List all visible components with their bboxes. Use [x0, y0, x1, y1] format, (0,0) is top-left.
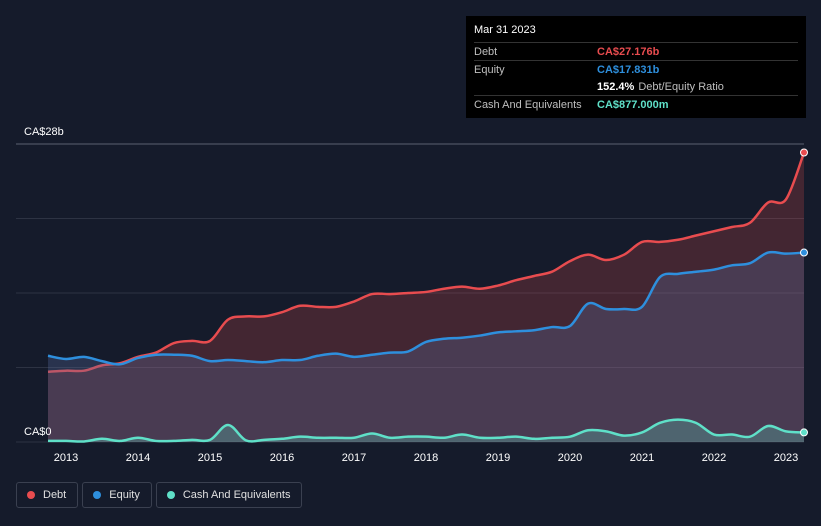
cash-area	[48, 419, 804, 442]
tooltip-panel: Mar 31 2023 Debt CA$27.176b Equity CA$17…	[466, 16, 806, 118]
cash-end-point[interactable]	[800, 428, 808, 437]
x-tick-label: 2021	[630, 452, 654, 464]
equity-line	[47, 250, 805, 366]
tooltip-row-equity: Equity CA$17.831b	[474, 60, 798, 78]
tooltip-ratio-value: 152.4%	[597, 80, 635, 93]
tooltip-equity-value: CA$17.831b	[597, 63, 660, 76]
legend-item-equity[interactable]: Equity	[82, 482, 152, 508]
tooltip-cash-label: Cash And Equivalents	[474, 98, 582, 111]
legend-item-debt[interactable]: Debt	[16, 482, 79, 508]
tooltip-date: Mar 31 2023	[474, 24, 536, 36]
tooltip-cash-value: CA$877.000m	[597, 98, 669, 111]
tooltip-row-cash: Cash And Equivalents CA$877.000m	[474, 95, 798, 113]
x-tick-label: 2016	[270, 452, 294, 464]
equity-area	[48, 252, 804, 442]
x-tick-label: 2018	[414, 452, 438, 464]
debt-area	[48, 152, 804, 442]
tooltip-row-ratio: 152.4% Debt/Equity Ratio	[474, 78, 798, 95]
x-tick-label: 2013	[54, 452, 78, 464]
x-tick-label: 2020	[558, 452, 582, 464]
tooltip-debt-label: Debt	[474, 45, 498, 58]
x-tick-label: 2019	[486, 452, 510, 464]
tooltip-ratio-label: Debt/Equity Ratio	[638, 80, 724, 93]
legend: Debt Equity Cash And Equivalents	[16, 482, 303, 510]
tooltip-equity-label: Equity	[474, 63, 505, 76]
y-tick-label: CA$28b	[24, 126, 64, 138]
legend-cash-dot-icon	[166, 491, 175, 499]
cash-line	[47, 418, 805, 443]
legend-equity-label: Equity	[109, 489, 140, 501]
debt-line	[47, 152, 806, 374]
equity-end-point[interactable]	[800, 248, 808, 257]
axis-labels: CA$28b CA$0 2013 2014 2015 2016 2017 2018 2019 20…	[24, 126, 798, 464]
debt-end-point[interactable]	[800, 148, 808, 157]
legend-debt-label: Debt	[43, 489, 67, 501]
legend-cash-label: Cash And Equivalents	[182, 489, 291, 501]
tooltip-debt-value: CA$27.176b	[597, 45, 660, 58]
legend-equity-dot-icon	[93, 491, 102, 499]
x-tick-label: 2023	[774, 452, 798, 464]
x-tick-label: 2017	[342, 452, 366, 464]
legend-item-cash[interactable]: Cash And Equivalents	[155, 482, 303, 508]
x-tick-label: 2014	[126, 452, 150, 464]
tooltip-row-debt: Debt CA$27.176b	[474, 42, 798, 60]
series-layer	[47, 148, 808, 443]
x-tick-label: 2015	[198, 452, 222, 464]
y-tick-label: CA$0	[24, 426, 52, 438]
x-tick-label: 2022	[702, 452, 726, 464]
legend-debt-dot-icon	[27, 491, 35, 499]
